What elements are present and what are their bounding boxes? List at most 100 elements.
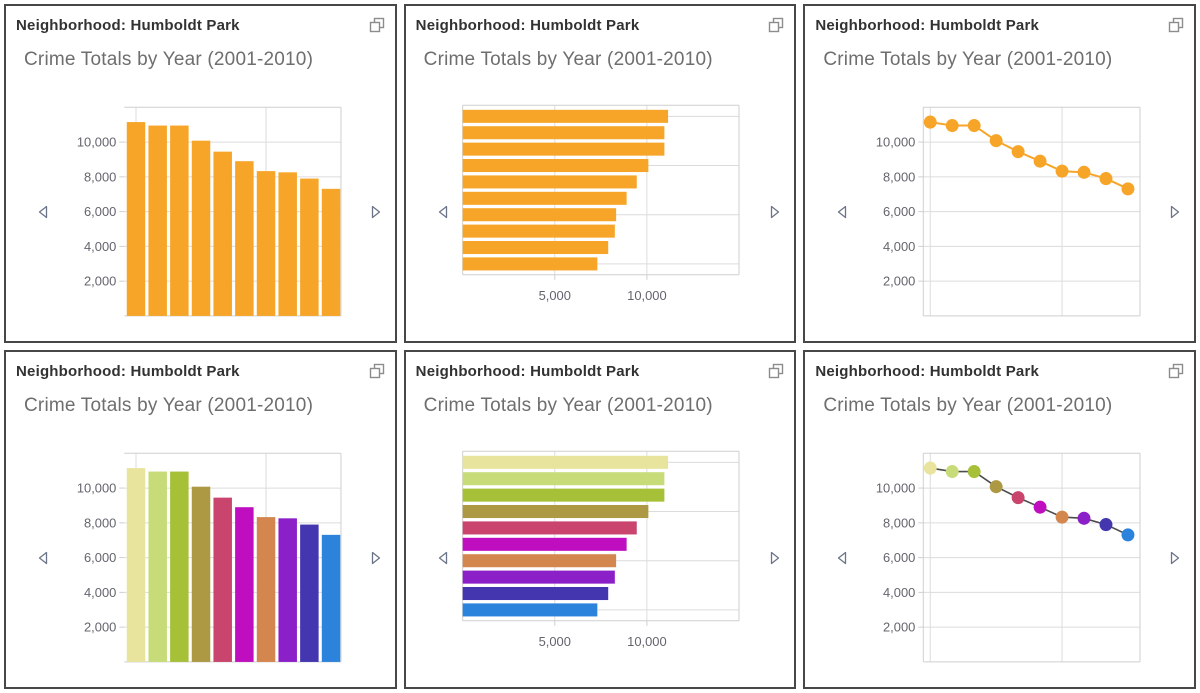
bar-2004[interactable] bbox=[191, 140, 211, 316]
point-2010[interactable] bbox=[1121, 528, 1135, 542]
bar-2003[interactable] bbox=[170, 125, 189, 316]
x-axis-tick-label: 5,000 bbox=[538, 288, 570, 303]
bar-2003[interactable] bbox=[462, 142, 665, 156]
triangle-left-icon[interactable] bbox=[437, 551, 449, 565]
bar-2004[interactable] bbox=[191, 486, 211, 662]
duplicate-icon[interactable] bbox=[368, 16, 386, 34]
duplicate-icon[interactable] bbox=[1167, 16, 1185, 34]
bar-2006[interactable] bbox=[235, 507, 254, 662]
bar-2008[interactable] bbox=[462, 224, 615, 238]
bar-2009[interactable] bbox=[300, 524, 319, 662]
y-axis-tick-label: 10,000 bbox=[77, 481, 116, 496]
bar-2005[interactable] bbox=[462, 521, 637, 535]
triangle-left-icon[interactable] bbox=[37, 205, 49, 219]
bar-2002[interactable] bbox=[462, 472, 665, 486]
bar-2001[interactable] bbox=[462, 109, 668, 123]
gridlines bbox=[923, 107, 1141, 316]
bar-2008[interactable] bbox=[462, 570, 615, 584]
bar-2005[interactable] bbox=[462, 175, 637, 189]
point-2006[interactable] bbox=[1033, 500, 1047, 514]
chart-panel-3: 2,000 4,000 6,000 8,000 10,000 Neighborhood:… bbox=[803, 4, 1196, 343]
bar-2006[interactable] bbox=[235, 161, 254, 316]
duplicate-icon[interactable] bbox=[767, 362, 785, 380]
y-axis-labels: 2,000 4,000 6,000 8,000 10,000 bbox=[77, 481, 125, 635]
point-2005[interactable] bbox=[1011, 145, 1025, 159]
y-axis-tick-label: 2,000 bbox=[883, 274, 915, 289]
bar-2008[interactable] bbox=[278, 172, 297, 316]
bar-2005[interactable] bbox=[213, 497, 232, 662]
point-2008[interactable] bbox=[1077, 511, 1091, 525]
bar-2002[interactable] bbox=[148, 125, 167, 316]
bar-2007[interactable] bbox=[462, 554, 616, 568]
bar-2010[interactable] bbox=[462, 603, 597, 617]
crime-totals-horizontal-bar-chart-colored[interactable]: 5,000 10,000 bbox=[406, 352, 795, 687]
point-2004[interactable] bbox=[990, 480, 1003, 494]
triangle-left-icon[interactable] bbox=[836, 205, 848, 219]
duplicate-icon[interactable] bbox=[767, 16, 785, 34]
point-2008[interactable] bbox=[1077, 165, 1091, 179]
bar-2008[interactable] bbox=[278, 518, 297, 662]
bar-2004[interactable] bbox=[462, 505, 649, 519]
point-2003[interactable] bbox=[968, 119, 981, 133]
bar-2009[interactable] bbox=[300, 178, 319, 316]
bar-2010[interactable] bbox=[462, 257, 597, 271]
y-axis-tick-label: 8,000 bbox=[883, 515, 915, 530]
panel-header: Neighborhood: Humboldt Park bbox=[406, 6, 795, 36]
y-axis-labels: 2,000 4,000 6,000 8,000 10,000 bbox=[876, 481, 924, 635]
bar-2002[interactable] bbox=[462, 126, 665, 140]
point-2005[interactable] bbox=[1011, 491, 1025, 505]
crime-totals-line-chart[interactable]: 2,000 4,000 6,000 8,000 10,000 bbox=[805, 6, 1194, 341]
point-2007[interactable] bbox=[1055, 164, 1069, 178]
point-2004[interactable] bbox=[990, 134, 1003, 148]
bar-2003[interactable] bbox=[462, 488, 665, 502]
triangle-right-icon[interactable] bbox=[1169, 551, 1181, 565]
duplicate-icon[interactable] bbox=[368, 362, 386, 380]
triangle-right-icon[interactable] bbox=[769, 551, 781, 565]
crime-totals-line-chart-colored[interactable]: 2,000 4,000 6,000 8,000 10,000 bbox=[805, 352, 1194, 687]
chart-title: Crime Totals by Year (2001-2010) bbox=[823, 48, 1113, 70]
bar-2004[interactable] bbox=[462, 159, 649, 173]
triangle-left-icon[interactable] bbox=[37, 551, 49, 565]
bar-2006[interactable] bbox=[462, 191, 627, 205]
point-2009[interactable] bbox=[1099, 518, 1113, 532]
panel-header-label: Neighborhood: Humboldt Park bbox=[16, 17, 240, 34]
point-2003[interactable] bbox=[968, 465, 981, 479]
bar-2007[interactable] bbox=[256, 517, 276, 662]
point-2001[interactable] bbox=[924, 115, 938, 129]
point-2002[interactable] bbox=[946, 465, 960, 479]
point-2010[interactable] bbox=[1121, 182, 1135, 196]
triangle-left-icon[interactable] bbox=[437, 205, 449, 219]
triangle-right-icon[interactable] bbox=[1169, 205, 1181, 219]
point-2009[interactable] bbox=[1099, 172, 1113, 186]
bar-2003[interactable] bbox=[170, 471, 189, 662]
point-2007[interactable] bbox=[1055, 510, 1069, 524]
bar-2001[interactable] bbox=[462, 455, 668, 469]
y-axis-tick-label: 8,000 bbox=[84, 515, 116, 530]
bar-2002[interactable] bbox=[148, 471, 167, 662]
bar-2005[interactable] bbox=[213, 151, 232, 316]
y-axis-tick-label: 6,000 bbox=[84, 204, 116, 219]
bar-2007[interactable] bbox=[462, 208, 616, 222]
y-axis-tick-label: 4,000 bbox=[84, 585, 116, 600]
chart-title: Crime Totals by Year (2001-2010) bbox=[423, 394, 713, 416]
bar-2006[interactable] bbox=[462, 537, 627, 551]
point-2006[interactable] bbox=[1033, 154, 1047, 168]
bar-2001[interactable] bbox=[126, 122, 146, 316]
triangle-right-icon[interactable] bbox=[370, 551, 382, 565]
bar-2009[interactable] bbox=[462, 587, 608, 601]
point-2001[interactable] bbox=[924, 461, 938, 475]
point-2002[interactable] bbox=[946, 119, 960, 133]
bar-2009[interactable] bbox=[462, 241, 608, 255]
bar-2001[interactable] bbox=[126, 468, 146, 662]
duplicate-icon[interactable] bbox=[1167, 362, 1185, 380]
triangle-left-icon[interactable] bbox=[836, 551, 848, 565]
crime-totals-vertical-bar-chart-colored[interactable]: 2,000 4,000 6,000 8,000 10,000 bbox=[6, 352, 395, 687]
crime-totals-vertical-bar-chart[interactable]: 2,000 4,000 6,000 8,000 10,000 bbox=[6, 6, 395, 341]
bar-2007[interactable] bbox=[256, 171, 276, 316]
triangle-right-icon[interactable] bbox=[769, 205, 781, 219]
crime-totals-horizontal-bar-chart[interactable]: 5,000 10,000 bbox=[406, 6, 795, 341]
bar-2010[interactable] bbox=[321, 534, 341, 662]
y-axis-tick-label: 4,000 bbox=[883, 239, 915, 254]
triangle-right-icon[interactable] bbox=[370, 205, 382, 219]
bar-2010[interactable] bbox=[321, 188, 341, 316]
